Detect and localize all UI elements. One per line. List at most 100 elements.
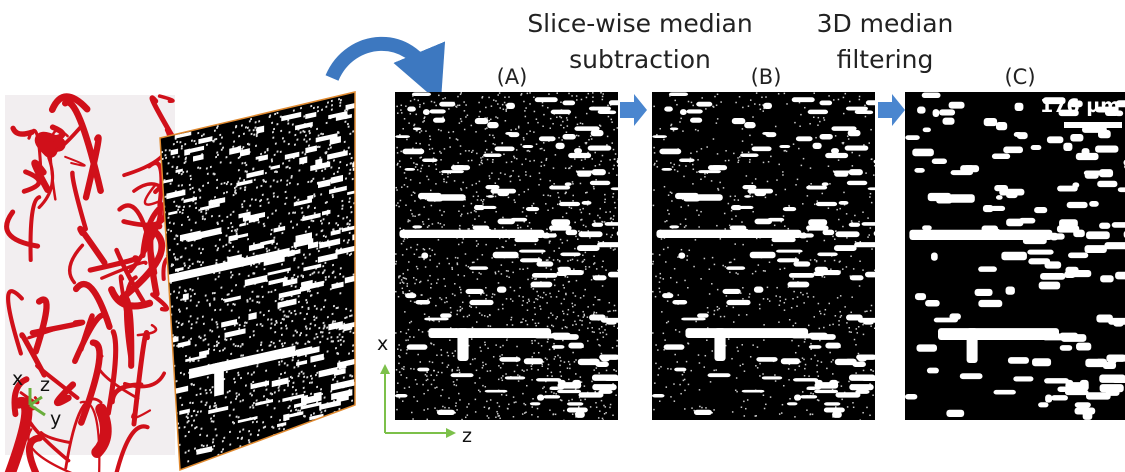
- noise: [492, 161, 494, 163]
- noise: [339, 425, 341, 427]
- noise: [416, 266, 418, 268]
- noise: [824, 260, 826, 262]
- noise: [865, 116, 867, 118]
- noise: [463, 238, 465, 240]
- noise: [668, 321, 670, 323]
- streak: [845, 145, 869, 150]
- noise: [270, 318, 272, 320]
- noise: [526, 133, 528, 135]
- noise: [476, 153, 478, 155]
- noise: [272, 137, 274, 139]
- noise: [688, 101, 690, 103]
- noise: [270, 341, 272, 343]
- streak: [788, 282, 810, 288]
- noise: [843, 192, 845, 194]
- noise: [613, 193, 615, 195]
- noise: [582, 254, 584, 256]
- noise: [560, 124, 562, 126]
- noise: [309, 253, 311, 255]
- noise: [460, 310, 462, 312]
- noise: [277, 181, 279, 183]
- streak: [441, 170, 464, 173]
- noise: [256, 295, 258, 297]
- streak: [845, 359, 856, 364]
- noise: [800, 114, 802, 116]
- noise: [414, 200, 416, 202]
- noise: [328, 276, 330, 278]
- noise: [271, 322, 273, 324]
- noise: [350, 206, 352, 208]
- noise: [404, 172, 406, 174]
- noise: [717, 188, 719, 190]
- noise: [440, 152, 442, 154]
- noise: [717, 94, 719, 96]
- noise: [525, 320, 527, 322]
- noise: [332, 340, 334, 342]
- noise: [859, 99, 861, 101]
- noise: [695, 129, 697, 131]
- noise: [536, 118, 538, 120]
- noise: [731, 358, 733, 360]
- streak: [652, 135, 667, 138]
- noise: [399, 356, 401, 358]
- noise: [189, 184, 191, 186]
- noise: [525, 171, 527, 173]
- noise: [599, 217, 601, 219]
- noise: [176, 297, 178, 299]
- noise: [249, 309, 251, 311]
- noise: [486, 295, 488, 297]
- noise: [305, 134, 307, 136]
- noise: [589, 213, 591, 215]
- noise: [230, 353, 232, 355]
- noise: [540, 179, 542, 181]
- noise: [857, 332, 859, 334]
- noise: [553, 250, 555, 252]
- noise: [525, 412, 527, 414]
- noise: [562, 216, 564, 218]
- streak: [497, 190, 509, 196]
- noise: [593, 186, 595, 188]
- noise: [704, 173, 706, 175]
- noise: [349, 420, 351, 422]
- noise: [484, 342, 486, 344]
- noise: [719, 308, 721, 310]
- noise: [505, 240, 507, 242]
- noise: [230, 161, 232, 163]
- noise: [553, 392, 555, 394]
- noise: [572, 306, 574, 308]
- scale-bar: [1064, 122, 1122, 128]
- noise: [560, 360, 562, 362]
- noise: [468, 228, 470, 230]
- noise: [872, 394, 874, 396]
- noise: [427, 390, 429, 392]
- noise: [262, 421, 264, 423]
- noise: [474, 382, 476, 384]
- noise: [817, 360, 819, 362]
- noise: [824, 119, 826, 121]
- streak: [819, 101, 832, 106]
- noise: [403, 366, 405, 368]
- noise: [550, 312, 552, 314]
- noise: [556, 117, 558, 119]
- noise: [231, 230, 233, 232]
- noise: [529, 130, 531, 132]
- streak: [835, 392, 860, 397]
- noise: [807, 195, 809, 197]
- noise: [784, 93, 786, 95]
- noise: [479, 377, 481, 379]
- noise: [831, 361, 833, 363]
- noise: [295, 285, 297, 287]
- noise: [590, 135, 592, 137]
- noise: [535, 244, 537, 246]
- noise: [406, 285, 408, 287]
- noise: [500, 367, 502, 369]
- noise: [240, 187, 242, 189]
- noise: [297, 275, 299, 277]
- streak: [938, 328, 1059, 340]
- noise: [266, 398, 268, 400]
- noise: [720, 101, 722, 103]
- noise: [692, 183, 694, 185]
- streak: [1008, 357, 1029, 364]
- streak: [433, 118, 445, 123]
- noise: [433, 344, 435, 346]
